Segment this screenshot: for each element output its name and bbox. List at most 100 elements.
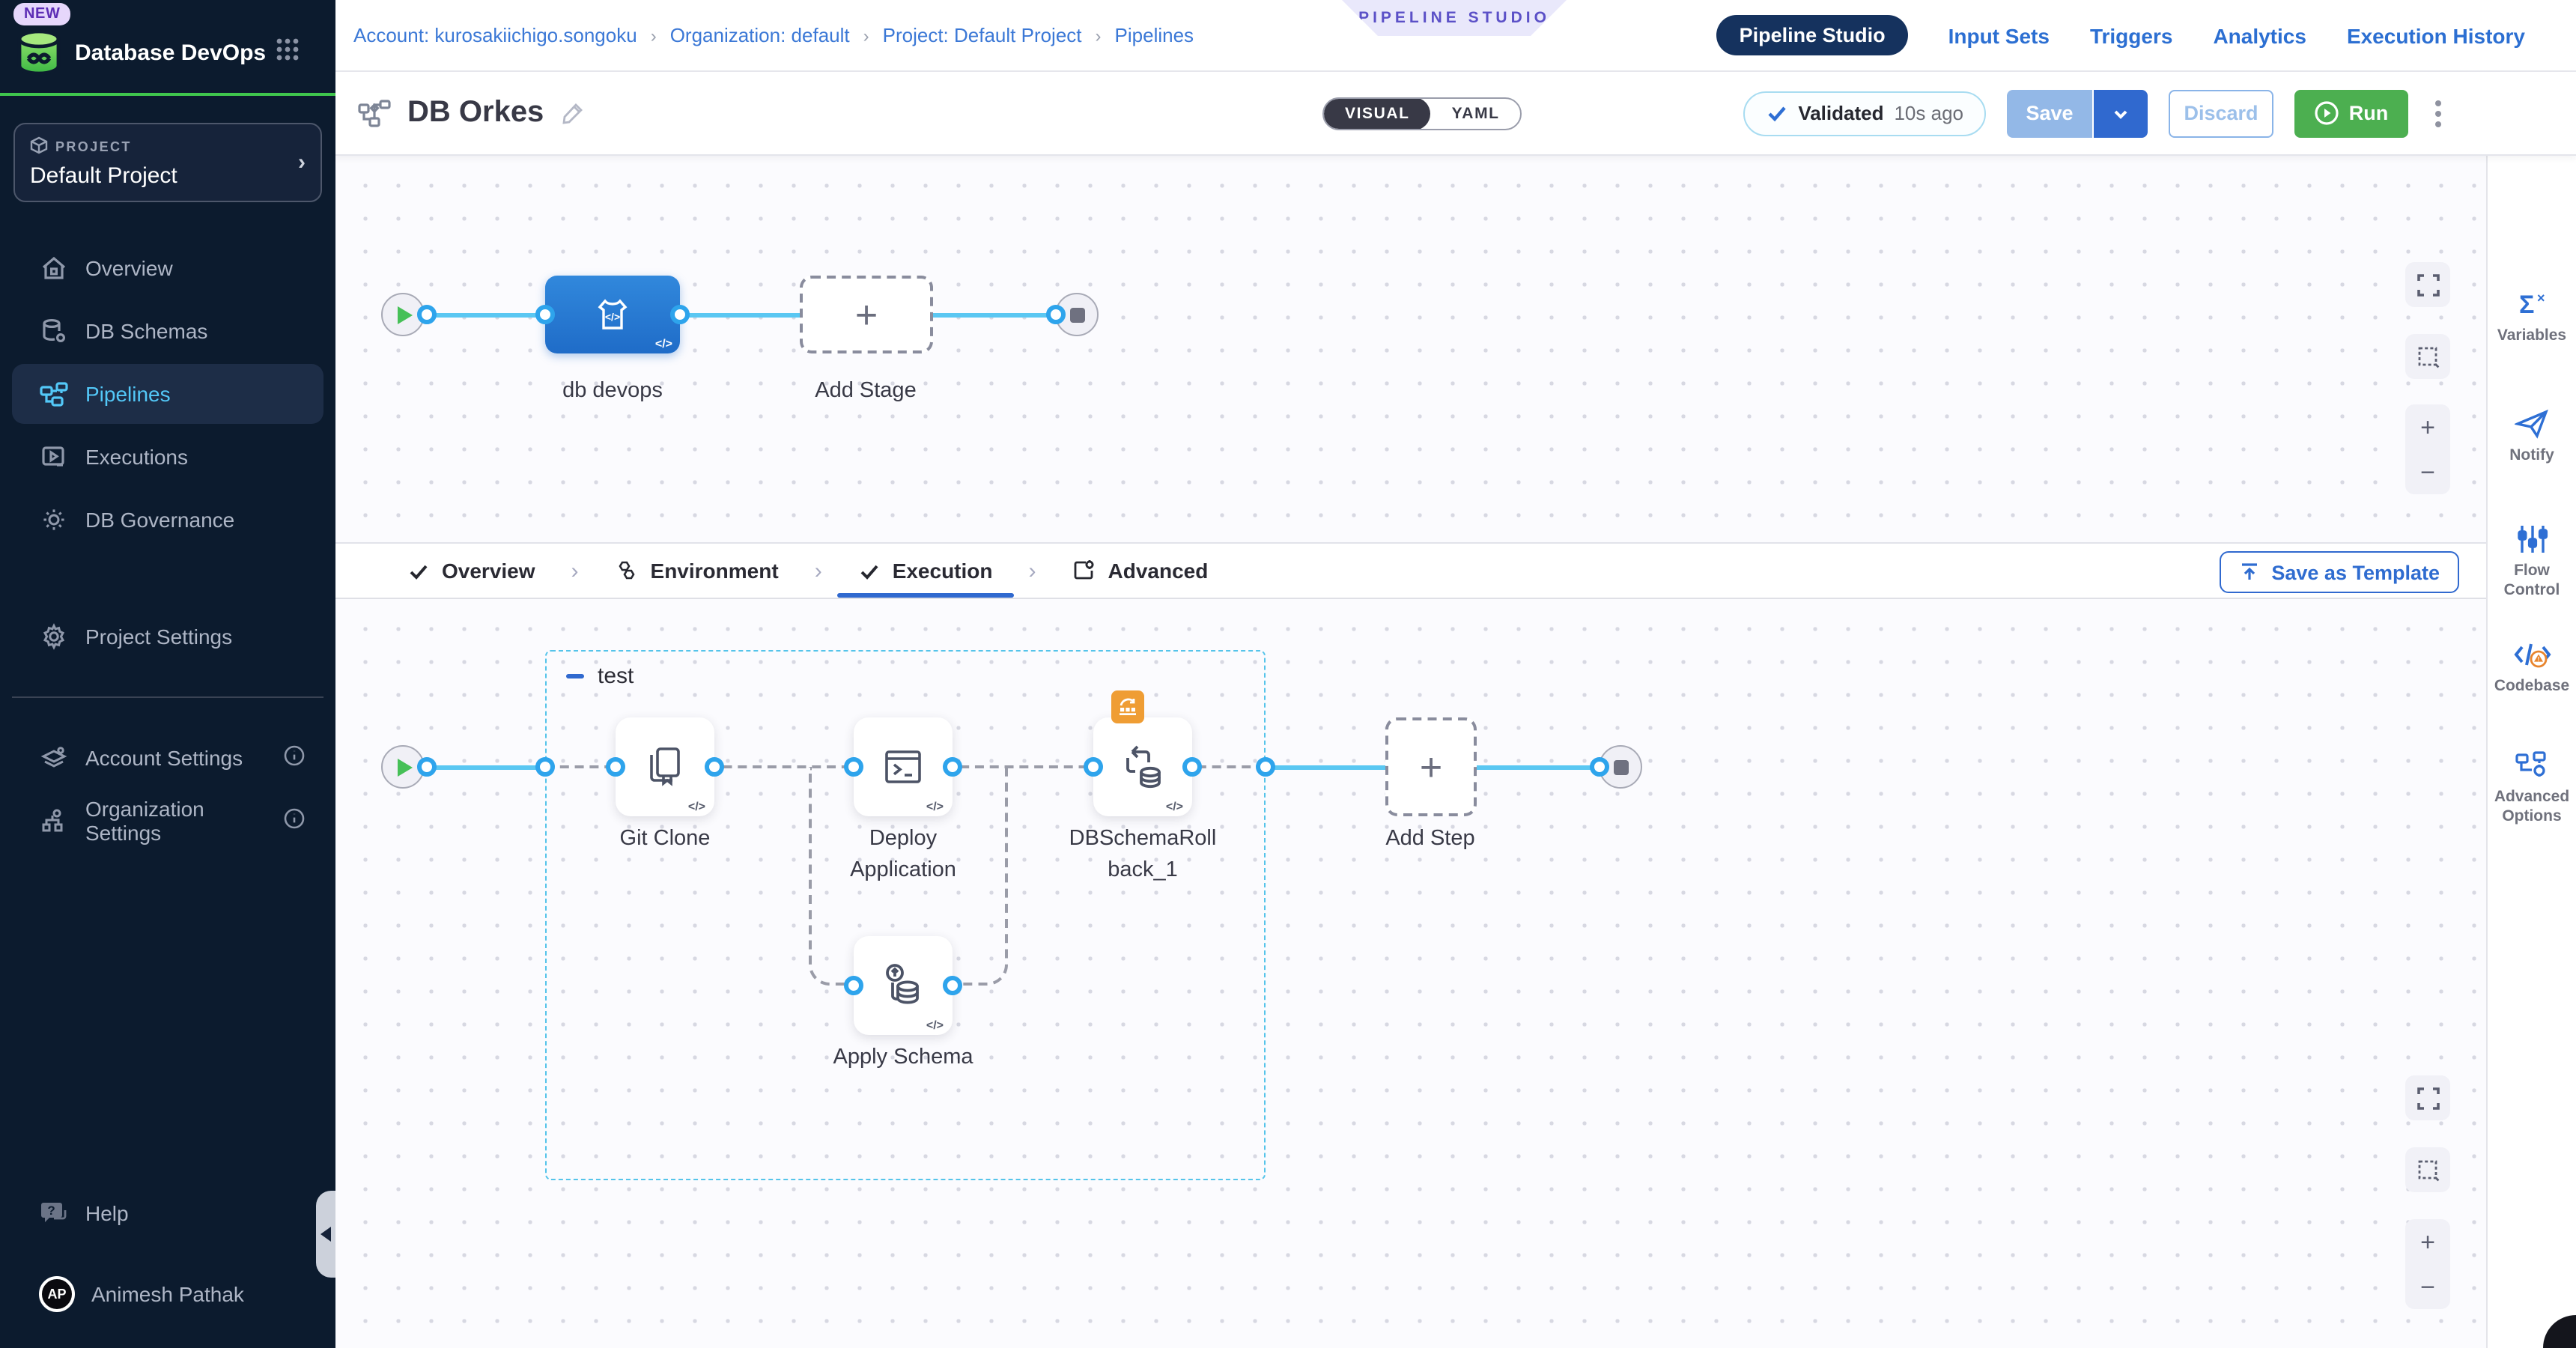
port[interactable] (417, 305, 437, 324)
add-stage-node[interactable]: + (800, 276, 933, 353)
play-icon (398, 758, 413, 776)
port[interactable] (705, 757, 724, 777)
sidebar-item-label: Organization Settings (85, 797, 204, 845)
rail-item-advanced-options[interactable]: Advanced Options (2488, 749, 2576, 828)
tab-execution[interactable]: Execution (836, 544, 1014, 598)
module-switcher-grid-icon[interactable] (276, 37, 300, 69)
edit-pencil-icon[interactable] (559, 100, 586, 127)
save-as-template-button[interactable]: Save as Template (2219, 551, 2459, 593)
project-selector[interactable]: PROJECT Default Project › (13, 123, 322, 202)
breadcrumb-project[interactable]: Project: Default Project (882, 24, 1082, 46)
step-label[interactable]: DBSchemaRollback_1 (1069, 827, 1217, 883)
pipeline-start-node[interactable] (381, 293, 425, 336)
port[interactable] (417, 757, 437, 777)
stage-node-db-devops[interactable]: </> </> (545, 276, 680, 353)
toggle-visual[interactable]: VISUAL (1324, 99, 1431, 129)
sidebar-item-executions[interactable]: Executions (12, 427, 323, 487)
tab-overview[interactable]: Overview (386, 544, 556, 598)
rail-item-notify[interactable]: Notify (2488, 407, 2576, 466)
tab-analytics[interactable]: Analytics (2213, 23, 2306, 47)
port[interactable] (535, 757, 555, 777)
tab-environment[interactable]: Environment (594, 544, 800, 598)
port[interactable] (1084, 757, 1103, 777)
code-badge-icon: </> (654, 337, 672, 350)
port[interactable] (943, 976, 962, 995)
info-icon[interactable] (283, 744, 306, 771)
port[interactable] (670, 305, 690, 324)
collapse-group-icon[interactable] (566, 674, 584, 678)
tab-advanced[interactable]: Advanced (1051, 544, 1230, 598)
validated-status[interactable]: Validated 10s ago (1743, 91, 1986, 136)
help-chat-icon: ? (41, 1203, 67, 1222)
execution-end-node[interactable] (1599, 745, 1642, 789)
breadcrumb-pipelines[interactable]: Pipelines (1114, 24, 1194, 46)
rail-item-flow-control[interactable]: Flow Control (2488, 523, 2576, 601)
step-label[interactable]: Deploy Application (850, 827, 956, 883)
breadcrumb-organization[interactable]: Organization: default (669, 24, 850, 46)
sidebar-item-db-governance[interactable]: DB Governance (12, 490, 323, 550)
sidebar-item-project-settings[interactable]: Project Settings (12, 607, 323, 667)
info-icon[interactable] (283, 807, 306, 834)
tab-input-sets[interactable]: Input Sets (1948, 23, 2050, 47)
step-node-apply-schema[interactable]: </> (854, 936, 953, 1035)
chevron-right-icon: › (571, 558, 579, 583)
save-button[interactable]: Save (2007, 89, 2094, 137)
visual-yaml-toggle[interactable]: VISUAL YAML (1322, 97, 1522, 130)
stage-label[interactable]: db devops (562, 379, 663, 403)
rail-item-variables[interactable]: Σ × Variables (2488, 288, 2576, 346)
rail-item-codebase[interactable]: ! Codebase (2488, 638, 2576, 696)
sidebar-item-pipelines[interactable]: Pipelines (12, 364, 323, 424)
marquee-select-button[interactable] (2405, 334, 2450, 379)
add-stage-label[interactable]: Add Stage (815, 379, 917, 403)
breadcrumb-account[interactable]: Account: kurosakiichigo.songoku (353, 24, 637, 46)
run-button[interactable]: Run (2294, 89, 2408, 137)
tab-pipeline-studio[interactable]: Pipeline Studio (1716, 15, 1908, 55)
port[interactable] (844, 757, 863, 777)
stage-canvas[interactable]: </> </> + db devops Add Stage + − (335, 156, 2486, 542)
zoom-out-button[interactable]: − (2420, 458, 2435, 486)
code-badge-icon: </> (926, 1018, 944, 1032)
sidebar-item-label: Project Settings (85, 625, 233, 649)
sidebar-collapse-handle[interactable] (316, 1191, 335, 1278)
step-node-deploy-application[interactable]: </> (854, 717, 953, 816)
help-button[interactable]: ? Help (12, 1183, 323, 1243)
port[interactable] (1256, 757, 1275, 777)
discard-button[interactable]: Discard (2169, 89, 2273, 137)
user-menu[interactable]: AP Animesh Pathak (12, 1264, 323, 1324)
add-step-node[interactable]: + (1385, 717, 1477, 816)
port[interactable] (535, 305, 555, 324)
zoom-out-button[interactable]: − (2420, 1272, 2435, 1301)
zoom-in-button[interactable]: + (2420, 1227, 2435, 1256)
port[interactable] (1046, 305, 1066, 324)
step-node-dbschemarollback[interactable]: </> (1093, 717, 1192, 816)
port[interactable] (943, 757, 962, 777)
add-step-label[interactable]: Add Step (1385, 827, 1475, 851)
step-label[interactable]: Git Clone (619, 827, 711, 851)
save-options-caret[interactable] (2094, 89, 2148, 137)
port[interactable] (606, 757, 625, 777)
sidebar-item-account-settings[interactable]: Account Settings (12, 728, 323, 788)
port[interactable] (1182, 757, 1202, 777)
check-icon (860, 564, 878, 579)
executions-icon (42, 446, 64, 467)
toggle-yaml[interactable]: YAML (1451, 105, 1500, 123)
step-label[interactable]: Apply Schema (833, 1045, 973, 1069)
selection-box-icon (2417, 1159, 2439, 1181)
fit-to-screen-button[interactable] (2405, 1075, 2450, 1120)
execution-canvas[interactable]: test </> </> (335, 599, 2486, 1348)
zoom-in-button[interactable]: + (2420, 413, 2435, 441)
port[interactable] (844, 976, 863, 995)
tab-execution-history[interactable]: Execution History (2346, 23, 2525, 47)
step-node-git-clone[interactable]: </> (616, 717, 714, 816)
more-options-kebab-icon[interactable] (2429, 94, 2447, 133)
step-group-test[interactable] (545, 650, 1266, 1180)
sidebar-item-overview[interactable]: Overview (12, 238, 323, 298)
port[interactable] (1590, 757, 1609, 777)
tab-triggers[interactable]: Triggers (2089, 23, 2173, 47)
step-group-header[interactable]: test (566, 664, 634, 689)
sidebar-item-db-schemas[interactable]: DB Schemas (12, 301, 323, 361)
marquee-select-button[interactable] (2405, 1147, 2450, 1192)
sidebar-item-organization-settings[interactable]: Organization Settings (12, 791, 323, 851)
floating-help-button[interactable] (2543, 1315, 2576, 1348)
fit-to-screen-button[interactable] (2405, 262, 2450, 307)
